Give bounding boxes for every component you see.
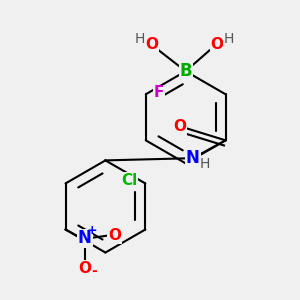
Text: -: -: [91, 264, 97, 278]
Text: F: F: [154, 85, 164, 100]
Text: H: H: [134, 32, 145, 46]
Text: N: N: [78, 230, 92, 247]
Text: O: O: [173, 119, 186, 134]
Text: N: N: [186, 149, 200, 167]
Text: O: O: [108, 228, 121, 243]
Text: Cl: Cl: [121, 173, 137, 188]
Text: +: +: [87, 224, 98, 238]
Text: B: B: [179, 62, 192, 80]
Text: O: O: [145, 37, 158, 52]
Text: O: O: [210, 37, 224, 52]
Text: H: H: [200, 157, 210, 171]
Text: H: H: [224, 32, 234, 46]
Text: O: O: [78, 261, 91, 276]
